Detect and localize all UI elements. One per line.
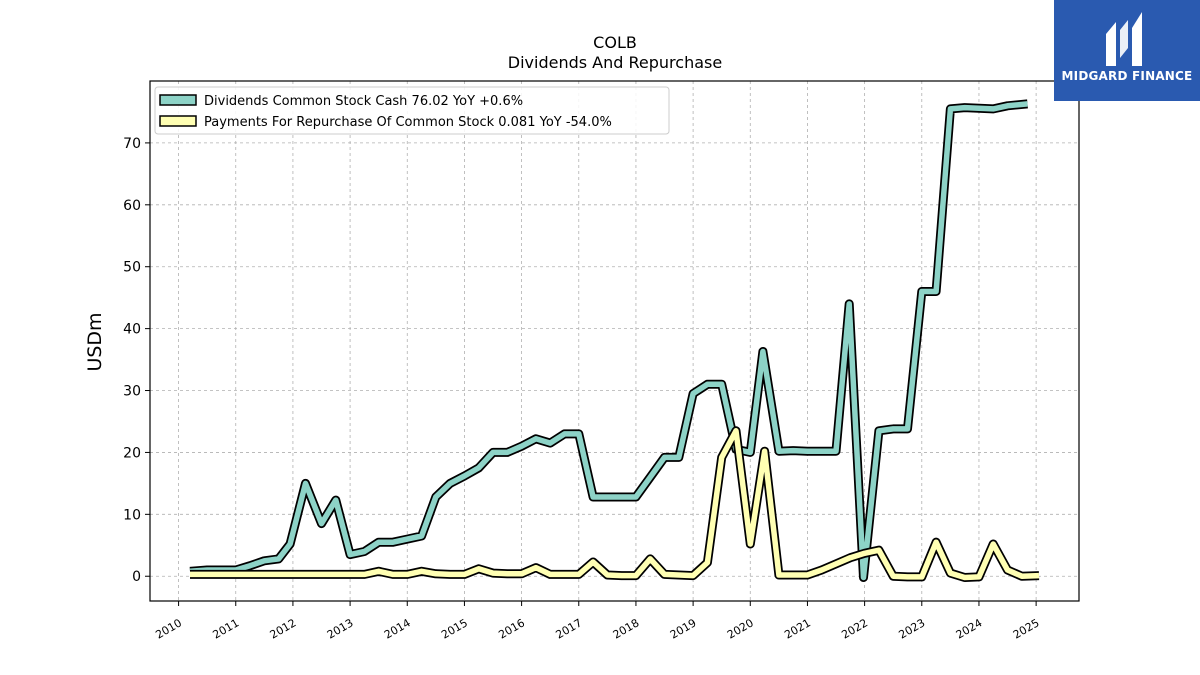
legend-label-0: Dividends Common Stock Cash 76.02 YoY +0… bbox=[204, 94, 523, 109]
y-tick-label: 10 bbox=[123, 507, 141, 523]
y-ticks: 0 10 20 30 40 50 60 70 bbox=[123, 136, 150, 585]
y-tick-label: 30 bbox=[123, 384, 141, 400]
legend: Dividends Common Stock Cash 76.02 YoY +0… bbox=[154, 86, 670, 135]
brand-name: MIDGARD FINANCE bbox=[1061, 69, 1193, 83]
y-axis-label: USDm bbox=[84, 312, 106, 371]
plot-frame bbox=[149, 80, 1080, 602]
x-tick-label: 2012 bbox=[268, 616, 299, 641]
x-tick-label: 2024 bbox=[954, 616, 985, 641]
x-tick-label: 2021 bbox=[782, 616, 813, 641]
x-tick-label: 2022 bbox=[839, 616, 870, 641]
y-tick-label: 40 bbox=[123, 322, 141, 338]
y-tick-label: 20 bbox=[123, 445, 141, 461]
x-tick-label: 2020 bbox=[725, 616, 756, 641]
x-tick-label: 2011 bbox=[211, 616, 242, 641]
x-tick-label: 2017 bbox=[554, 616, 585, 641]
x-tick-label: 2019 bbox=[668, 616, 699, 641]
x-tick-label: 2014 bbox=[382, 616, 413, 641]
y-tick-label: 70 bbox=[123, 136, 141, 152]
series-line-1 bbox=[190, 428, 1040, 581]
midgard-logo-icon bbox=[1106, 12, 1142, 66]
legend-label-1: Payments For Repurchase Of Common Stock … bbox=[204, 115, 612, 130]
legend-box bbox=[154, 86, 670, 135]
x-ticks: 2010 2011 2012 2013 2014 2015 2016 2017 2018 2019… bbox=[153, 601, 1042, 642]
x-tick-label: 2016 bbox=[496, 616, 527, 641]
chart-subtitle: Dividends And Repurchase bbox=[508, 53, 722, 72]
series-layer bbox=[189, 99, 1040, 582]
x-tick-label: 2013 bbox=[325, 616, 356, 641]
y-tick-label: 0 bbox=[132, 569, 141, 585]
y-tick-label: 60 bbox=[123, 198, 141, 214]
x-tick-label: 2018 bbox=[611, 616, 642, 641]
brand-logo: MIDGARD FINANCE bbox=[1054, 0, 1200, 101]
series-line-0 bbox=[189, 101, 1028, 581]
x-tick-label: 2023 bbox=[897, 616, 928, 641]
legend-swatch-1 bbox=[159, 115, 197, 127]
grid bbox=[150, 81, 1079, 601]
y-tick-label: 50 bbox=[123, 260, 141, 276]
x-tick-label: 2015 bbox=[439, 616, 470, 641]
legend-swatch-0 bbox=[159, 94, 197, 106]
chart-title: COLB bbox=[593, 33, 637, 52]
x-tick-label: 2010 bbox=[153, 616, 184, 641]
x-tick-label: 2025 bbox=[1011, 616, 1042, 641]
